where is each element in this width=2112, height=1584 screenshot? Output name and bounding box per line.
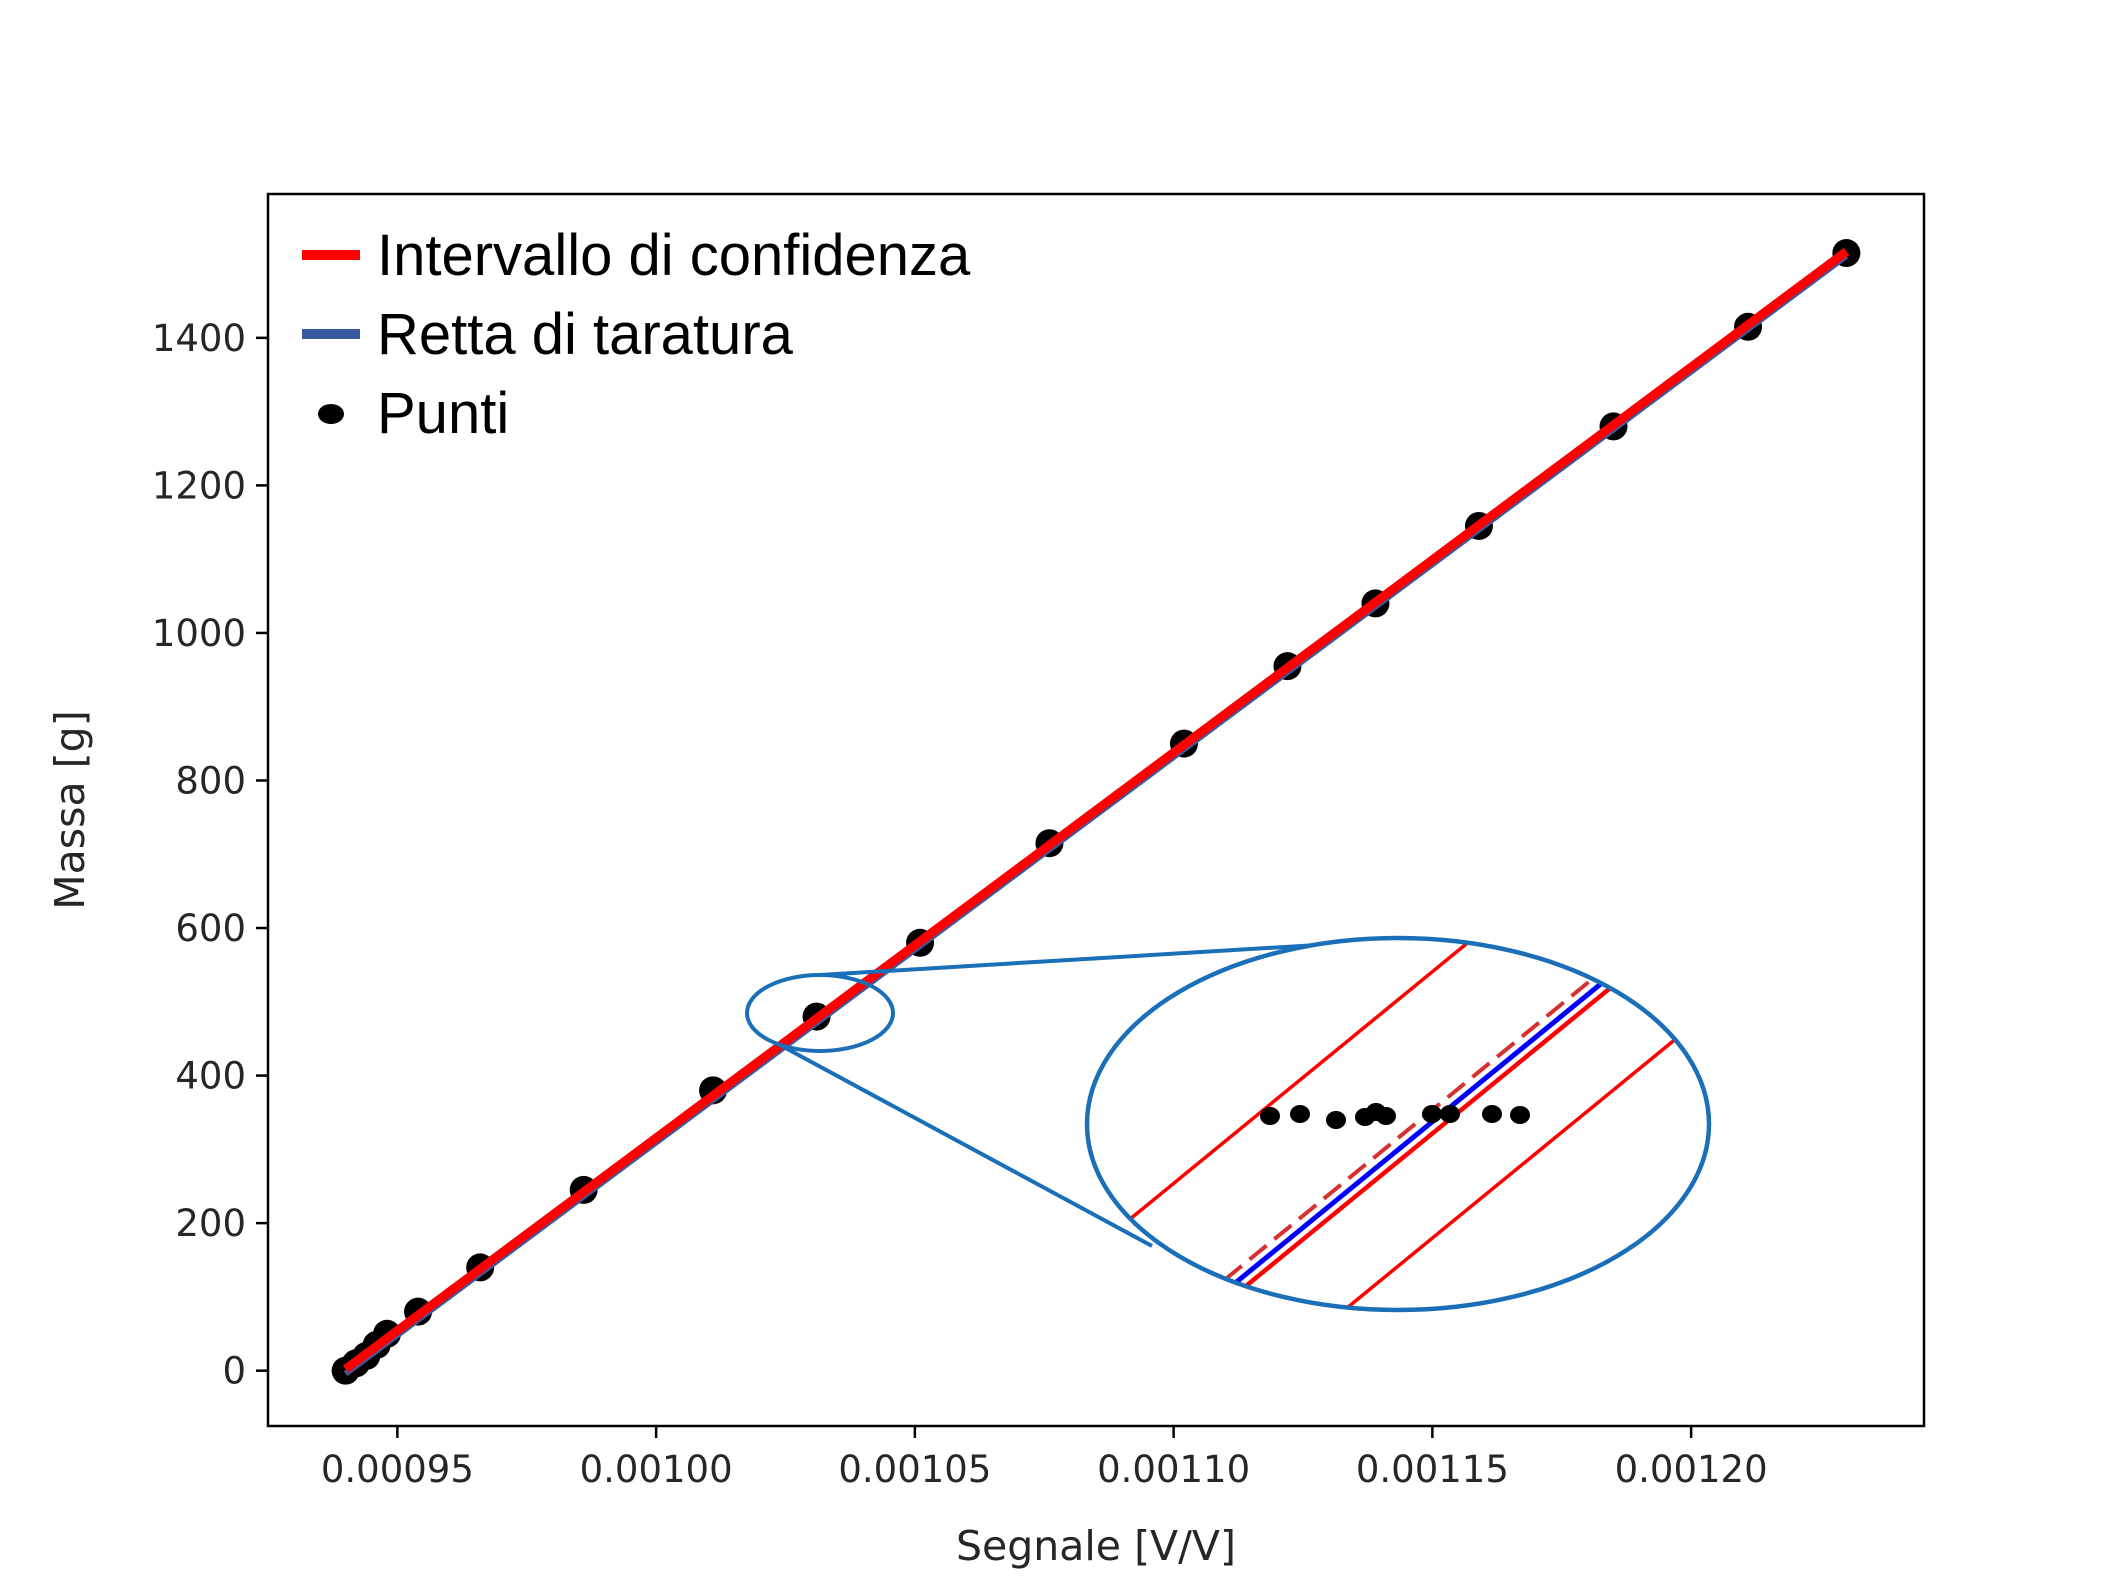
zoom-connector-bottom bbox=[779, 1043, 1153, 1248]
x-axis-label: Segnale [V/V] bbox=[956, 1522, 1236, 1570]
zoom-inset-content bbox=[1087, 938, 1709, 1310]
y-axis-label: Massa [g] bbox=[46, 710, 94, 909]
y-tick-label-7: 1400 bbox=[152, 317, 246, 360]
y-tick-label-2: 400 bbox=[175, 1055, 246, 1098]
zoom-callout bbox=[745, 935, 1712, 1313]
x-tick-label-1: 0.00100 bbox=[580, 1448, 733, 1491]
zoom-band-outer-upper bbox=[1087, 938, 1522, 1262]
legend-label-fit: Retta di taratura bbox=[377, 302, 794, 367]
zoom-point-0 bbox=[1260, 1107, 1280, 1125]
zoom-inset-fill bbox=[1087, 938, 1709, 1310]
zoom-points bbox=[1260, 1103, 1530, 1129]
x-tick-label-5: 0.00120 bbox=[1615, 1448, 1768, 1491]
zoom-inset-ellipse bbox=[1084, 935, 1712, 1313]
legend-swatch-points bbox=[318, 404, 344, 424]
y-tick-label-3: 600 bbox=[175, 907, 246, 950]
x-tick-label-0: 0.00095 bbox=[321, 1448, 474, 1491]
x-tick-label-4: 0.00115 bbox=[1356, 1448, 1509, 1491]
zoom-point-7 bbox=[1440, 1105, 1460, 1123]
x-tick-label-2: 0.00105 bbox=[838, 1448, 991, 1491]
zoom-point-8 bbox=[1482, 1105, 1502, 1123]
x-tick-label-3: 0.00110 bbox=[1097, 1448, 1250, 1491]
y-axis: 0 200 400 600 800 1000 1200 1400 bbox=[152, 317, 268, 1393]
legend-label-confidence: Intervallo di confidenza bbox=[377, 223, 971, 288]
zoom-point-2 bbox=[1326, 1111, 1346, 1129]
x-axis: 0.00095 0.00100 0.00105 0.00110 0.00115 0.001… bbox=[321, 1426, 1768, 1491]
zoom-point-5 bbox=[1376, 1107, 1396, 1125]
zoom-band-inner-lower bbox=[1222, 942, 1666, 1306]
legend: Intervallo di confidenza Retta di taratu… bbox=[302, 223, 971, 446]
y-tick-label-6: 1200 bbox=[152, 464, 246, 507]
zoom-point-9 bbox=[1510, 1106, 1530, 1124]
zoom-point-1 bbox=[1290, 1105, 1310, 1123]
plot-content bbox=[331, 239, 1861, 1385]
series-line-intervallo-di-confidenza bbox=[342, 247, 1850, 1373]
y-tick-label-4: 800 bbox=[175, 759, 246, 802]
legend-label-points: Punti bbox=[377, 381, 509, 446]
y-tick-label-5: 1000 bbox=[152, 612, 246, 655]
y-tick-label-1: 200 bbox=[175, 1202, 246, 1245]
y-tick-label-0: 0 bbox=[222, 1350, 246, 1393]
zoom-point-6 bbox=[1422, 1105, 1442, 1123]
